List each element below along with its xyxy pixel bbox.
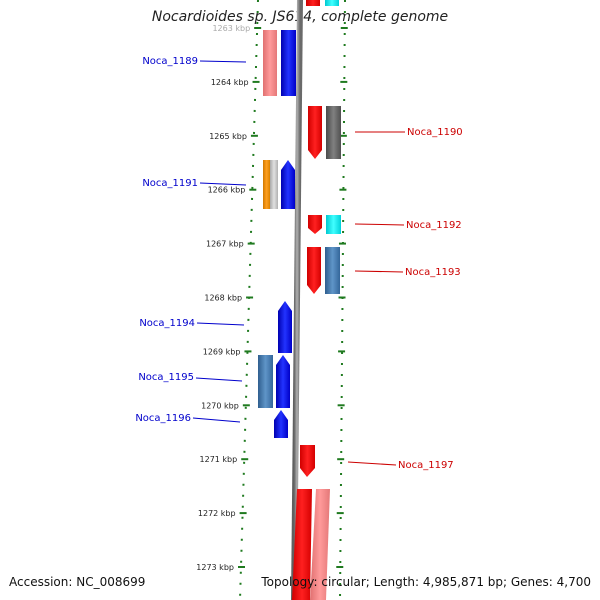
scale-tick-label: 1267 kbp [206, 240, 244, 249]
gene-noca-1197[interactable] [300, 445, 315, 477]
gene-label-noca-1190[interactable]: Noca_1190 [407, 127, 463, 138]
gene-noca-1195-homolog[interactable] [258, 355, 273, 408]
label-leader-noca-1192 [354, 223, 405, 226]
scale-ticks [237, 27, 348, 568]
gene-noca-1189-homolog[interactable] [263, 30, 277, 96]
gene-label-noca-1193[interactable]: Noca_1193 [405, 267, 461, 278]
gene-label-noca-1196[interactable]: Noca_1196 [135, 413, 191, 424]
scale-tick-label: 1270 kbp [201, 401, 239, 410]
track-guide-right [339, 0, 346, 600]
gene-feature-partial [325, 0, 339, 6]
gene-noca-1193[interactable] [307, 247, 321, 294]
scale-tick-label: 1264 kbp [211, 78, 249, 87]
gene-noca-1195[interactable] [276, 355, 290, 408]
label-leader-noca-1195 [195, 377, 243, 382]
genome-summary-text: Topology: circular; Length: 4,985,871 bp… [261, 575, 591, 589]
label-leader-noca-1196 [192, 417, 241, 423]
gene-noca-1192[interactable] [308, 215, 322, 234]
gene-feature-bottom [292, 489, 312, 600]
gene-label-noca-1191[interactable]: Noca_1191 [142, 178, 198, 189]
scale-tick-label: 1272 kbp [198, 509, 236, 518]
gene-noca-1192-homolog[interactable] [326, 215, 341, 234]
gene-label-noca-1194[interactable]: Noca_1194 [139, 318, 195, 329]
scale-tick-label: 1266 kbp [208, 186, 246, 195]
gene-noca-1194[interactable] [278, 301, 292, 353]
scale-tick-label: 1265 kbp [209, 132, 247, 141]
gene-noca-1191[interactable] [281, 160, 295, 209]
gene-label-noca-1197[interactable]: Noca_1197 [398, 460, 454, 471]
scale-tick-label: 1263 kbp [212, 24, 250, 33]
gene-noca-1191-homolog-b[interactable] [270, 160, 278, 209]
gene-label-noca-1192[interactable]: Noca_1192 [406, 220, 462, 231]
gene-noca-1190[interactable] [308, 106, 322, 159]
scale-tick-label: 1271 kbp [200, 455, 238, 464]
accession-text: Accession: NC_008699 [9, 575, 146, 589]
scale-tick-label: 1268 kbp [204, 294, 242, 303]
label-leader-noca-1189 [199, 60, 247, 63]
scale-tick-label: 1273 kbp [196, 563, 234, 572]
gene-noca-1196[interactable] [274, 410, 288, 438]
scale-tick-label: 1269 kbp [203, 347, 241, 356]
gene-noca-1189[interactable] [281, 30, 296, 96]
gene-label-noca-1195[interactable]: Noca_1195 [138, 372, 194, 383]
track-guides [239, 0, 346, 600]
gene-noca-1191-homolog-a[interactable] [263, 160, 270, 209]
label-leader-noca-1191 [199, 182, 247, 186]
label-leader-noca-1197 [347, 461, 397, 466]
genome-backbone [291, 0, 303, 600]
gene-noca-1193-homolog[interactable] [325, 247, 340, 294]
gene-noca-1190-homolog[interactable] [326, 106, 341, 159]
gene-label-noca-1189[interactable]: Noca_1189 [142, 56, 198, 67]
label-leader-noca-1193 [354, 270, 404, 273]
gene-feature-partial [306, 0, 320, 6]
scale-tick-labels: 1263 kbp 1264 kbp 1265 kbp 1266 kbp 1267 kbp… [196, 24, 250, 572]
track-guide-left [239, 0, 259, 600]
gene-feature-bottom-homolog [310, 489, 330, 600]
label-leader-noca-1194 [196, 322, 245, 326]
